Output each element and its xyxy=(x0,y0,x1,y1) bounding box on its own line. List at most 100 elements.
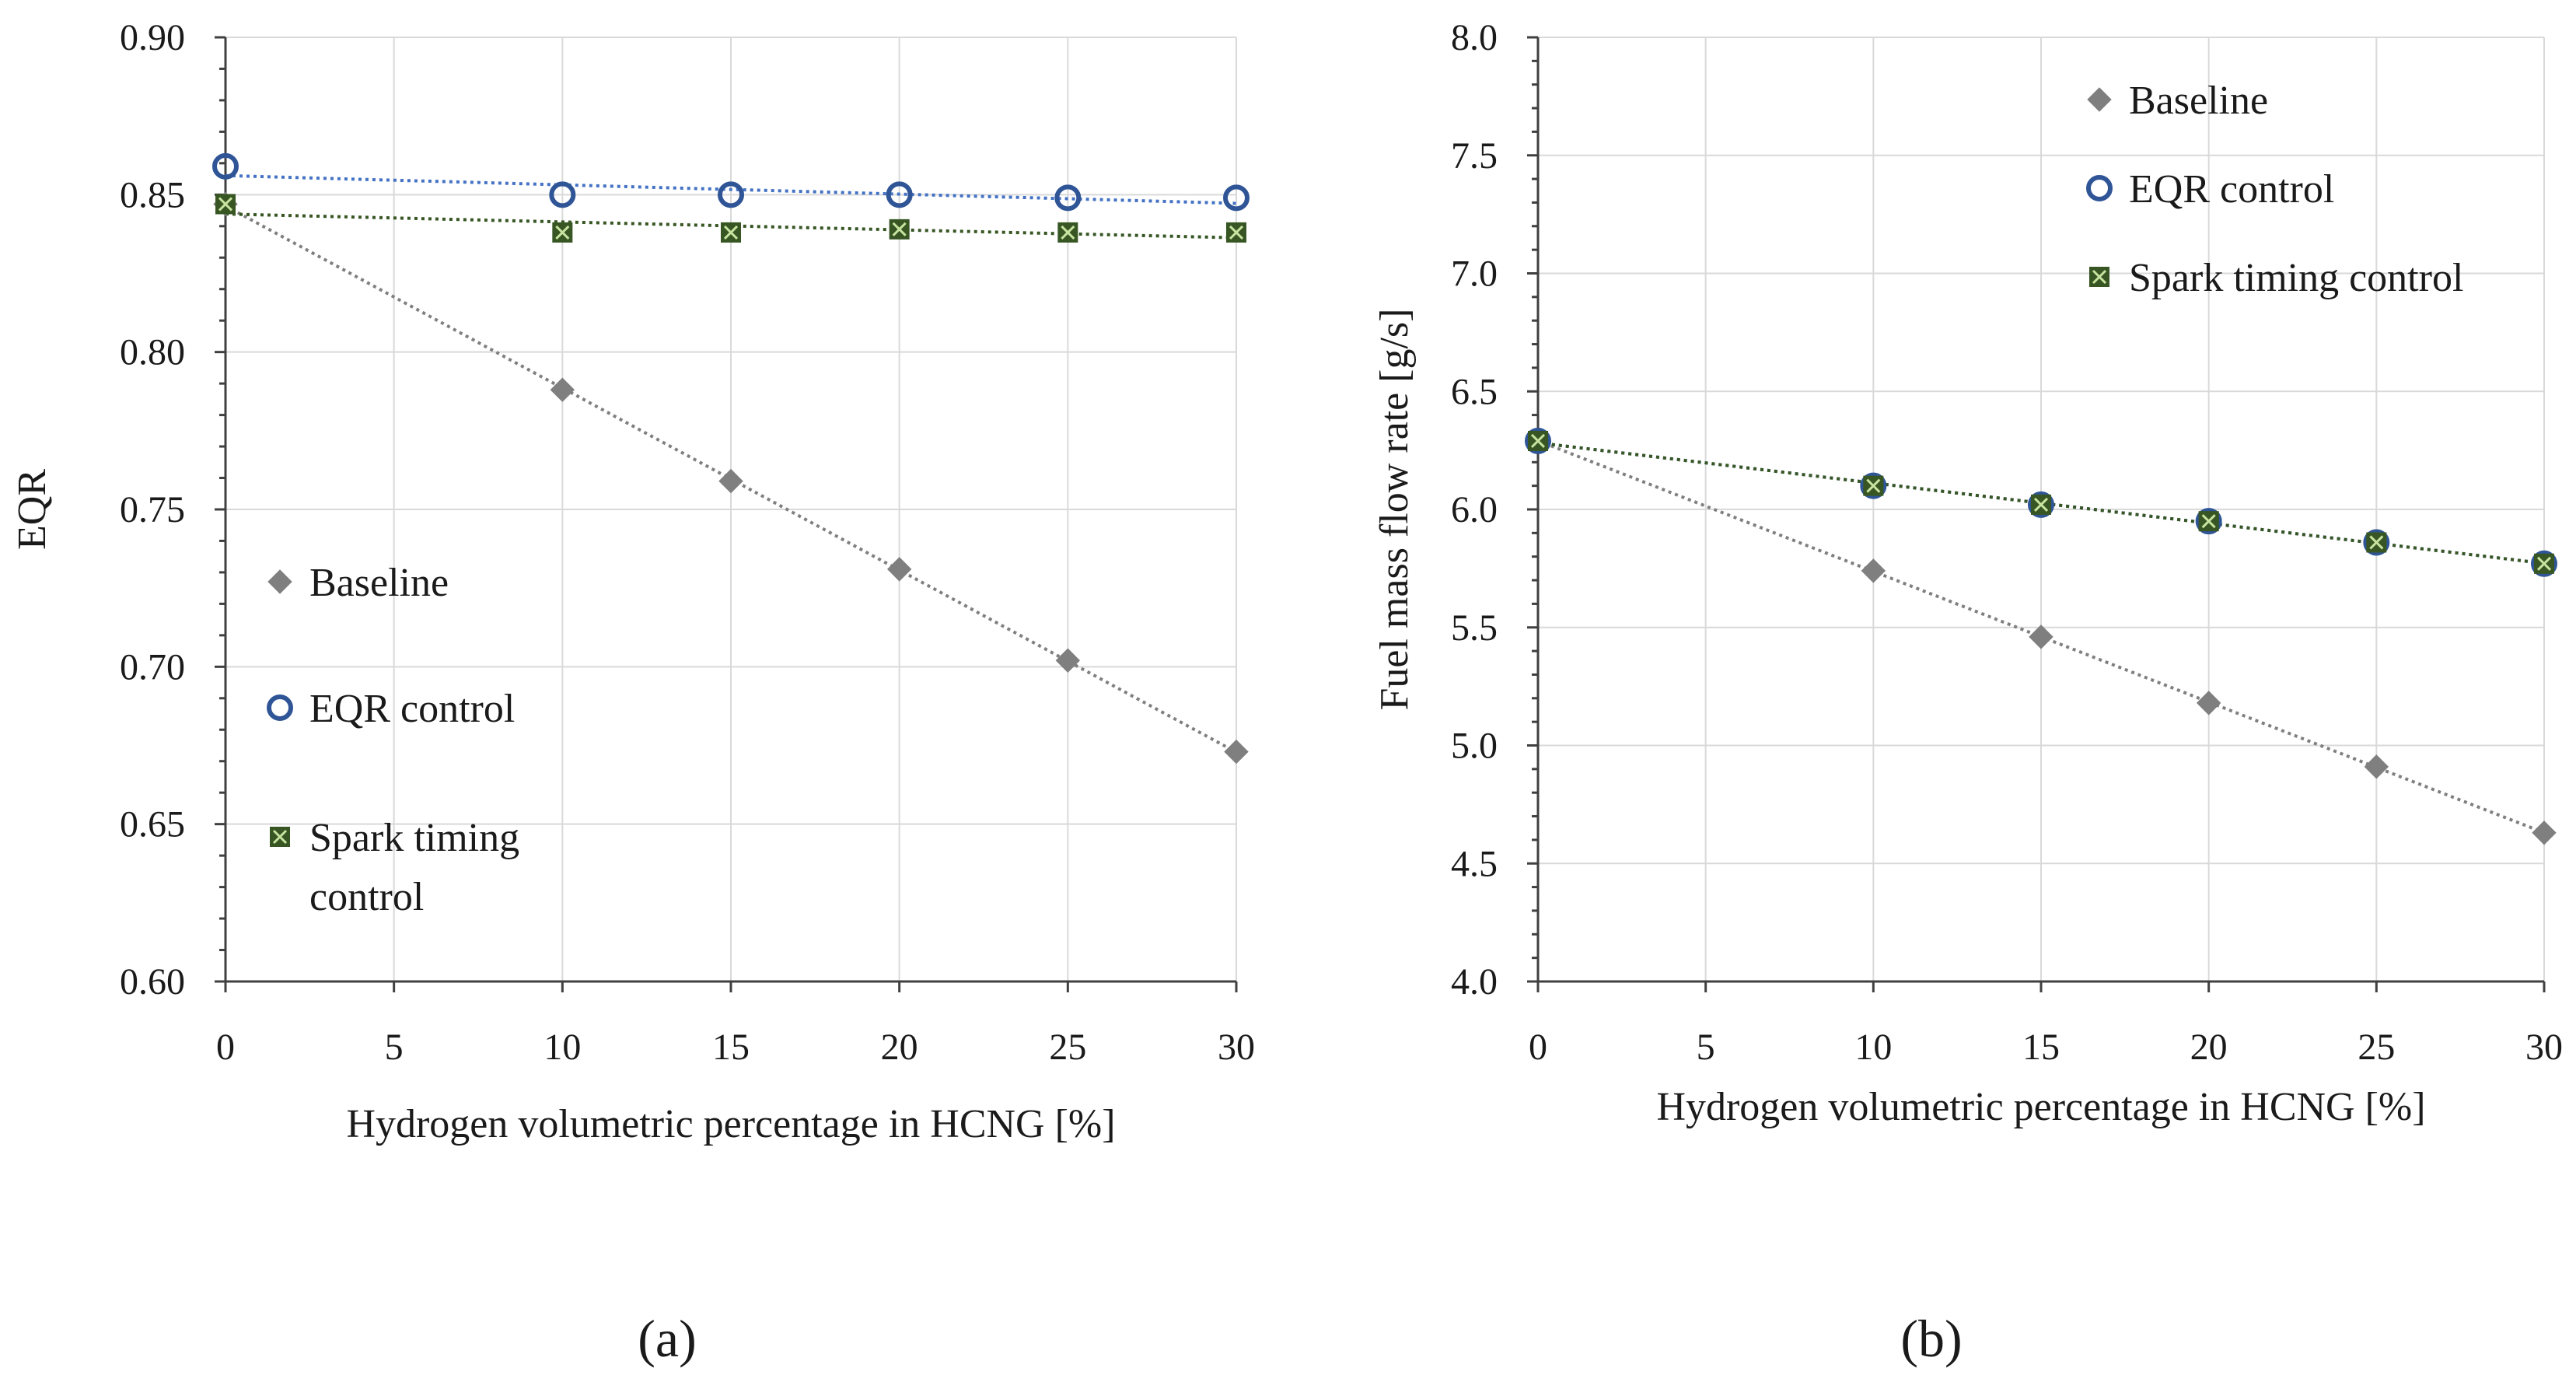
gridlines xyxy=(225,37,1237,982)
x-axis-title: Hydrogen volumetric percentage in HCNG [… xyxy=(346,1102,1115,1146)
x-tick-label: 30 xyxy=(1218,1027,1255,1068)
data-point xyxy=(2028,491,2054,518)
series-3-points xyxy=(215,194,1246,243)
data-point xyxy=(2364,754,2389,779)
y-tick-label: 7.5 xyxy=(1451,135,1498,177)
legend-marker-3-x2 xyxy=(272,829,288,845)
data-point xyxy=(886,181,913,208)
legend-marker-2 xyxy=(2086,175,2113,201)
x-tick-label: 0 xyxy=(216,1027,235,1068)
x-tick-label: 20 xyxy=(2190,1027,2228,1068)
data-point xyxy=(2029,625,2053,649)
legend-marker-2 xyxy=(267,695,293,721)
x-tick-label: 15 xyxy=(2022,1027,2060,1068)
legend-marker-1 xyxy=(2087,87,2112,112)
y-tick-label: 5.0 xyxy=(1451,726,1498,767)
data-point-x2 xyxy=(2369,535,2384,550)
x-tick-label: 5 xyxy=(1697,1027,1715,1068)
legend: Baseline EQR control Spark timing control xyxy=(2086,79,2463,300)
trendline-2 xyxy=(225,173,1237,205)
legend-marker-3-x2 xyxy=(2092,269,2107,285)
data-point-x2 xyxy=(892,222,907,236)
data-point xyxy=(2532,820,2557,845)
tick-marks xyxy=(1527,36,2546,992)
y-tick-label: 8.0 xyxy=(1451,17,1498,58)
legend-label-3: Spark timing xyxy=(309,816,519,860)
x-tick-label: 10 xyxy=(544,1027,581,1068)
data-point-x2 xyxy=(2536,556,2552,571)
y-tick-label: 4.0 xyxy=(1451,961,1498,1002)
data-point-x2 xyxy=(1530,433,1546,449)
data-point xyxy=(718,468,743,494)
data-point xyxy=(1860,472,1887,499)
x-tick-label: 30 xyxy=(2525,1027,2563,1068)
y-tick-label: 0.65 xyxy=(120,804,185,845)
x-tick-label: 25 xyxy=(2358,1027,2395,1068)
x-tick-label: 20 xyxy=(881,1027,918,1068)
data-point xyxy=(2363,529,2390,556)
series-3-points xyxy=(1528,430,2554,574)
data-point-x2 xyxy=(555,225,570,240)
legend-label-3: control xyxy=(309,875,424,919)
data-point-x2 xyxy=(2033,497,2049,512)
data-point xyxy=(2196,691,2221,715)
y-tick-label: 6.0 xyxy=(1451,489,1498,530)
data-point xyxy=(1863,475,1884,496)
data-point-x2 xyxy=(1866,478,1881,493)
data-point xyxy=(1224,739,1249,764)
chart-panel-a: 0 5 10 15 20 25 30 0.60 0.65 0.70 0.75 0.80 0.85 0.90… xyxy=(10,17,1255,1146)
series-2-points xyxy=(212,152,1250,212)
data-point-x2 xyxy=(1229,225,1244,240)
legend: Baseline EQR control Spark timing control xyxy=(267,561,519,919)
data-point xyxy=(212,152,239,180)
data-point xyxy=(552,222,573,243)
data-point xyxy=(2534,553,2554,574)
data-point xyxy=(2531,550,2557,577)
legend-label-1: Baseline xyxy=(2129,79,2268,123)
x-tick-label: 25 xyxy=(1049,1027,1086,1068)
legend-label-1: Baseline xyxy=(309,561,449,605)
y-tick-label: 0.80 xyxy=(120,332,185,373)
legend-marker-3 xyxy=(2089,267,2109,287)
data-point xyxy=(1226,222,1246,243)
data-point xyxy=(1055,648,1081,673)
data-point xyxy=(1057,222,1078,243)
x-tick-label: 5 xyxy=(385,1027,404,1068)
x-tick-label: 0 xyxy=(1529,1027,1547,1068)
y-tick-label: 7.0 xyxy=(1451,254,1498,295)
data-point xyxy=(1528,430,1548,451)
legend-marker-3 xyxy=(270,827,290,847)
data-point-x2 xyxy=(723,225,739,240)
y-tick-label: 6.5 xyxy=(1451,371,1498,412)
y-tick-label: 4.5 xyxy=(1451,843,1498,884)
y-tick-label: 0.70 xyxy=(120,646,185,688)
data-point xyxy=(2195,508,2222,535)
data-point xyxy=(889,219,910,240)
legend-label-2: EQR control xyxy=(309,687,515,731)
caption-b: (b) xyxy=(1900,1309,1962,1368)
series-2-points xyxy=(1525,427,2557,577)
series-1-points xyxy=(1526,429,2557,845)
data-point xyxy=(718,181,744,208)
data-point xyxy=(550,377,575,402)
x-tick-label: 15 xyxy=(712,1027,750,1068)
legend-label-3: Spark timing control xyxy=(2129,256,2463,300)
data-point xyxy=(215,194,236,215)
data-point xyxy=(886,557,912,582)
x-axis-title: Hydrogen volumetric percentage in HCNG [… xyxy=(1656,1085,2425,1129)
data-point-x2 xyxy=(2201,514,2216,529)
data-point xyxy=(1861,558,1886,583)
data-point xyxy=(2198,511,2219,532)
y-tick-label: 0.60 xyxy=(120,961,185,1002)
y-tick-label: 5.5 xyxy=(1451,607,1498,649)
legend-label-2: EQR control xyxy=(2129,167,2334,212)
data-point xyxy=(1223,184,1250,212)
legend-marker-1 xyxy=(267,569,292,594)
data-point xyxy=(2366,532,2387,553)
chart-panel-b: 0 5 10 15 20 25 30 4.0 4.5 5.0 5.5 6.0 6.5 7.0 7.5 8.0 H… xyxy=(1372,17,2563,1129)
tick-marks xyxy=(215,36,1238,992)
caption-a: (a) xyxy=(638,1309,696,1368)
y-axis-title: Fuel mass flow rate [g/s] xyxy=(1372,308,1417,710)
y-tick-label: 0.90 xyxy=(120,17,185,58)
